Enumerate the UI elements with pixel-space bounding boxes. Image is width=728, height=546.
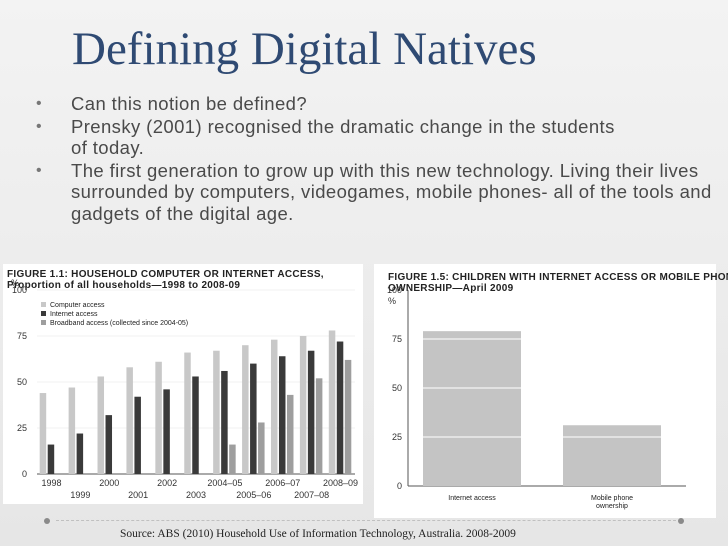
legend-label: Computer access (50, 302, 105, 309)
bar-internet (336, 341, 344, 474)
bar-internet (47, 444, 55, 474)
bar-computer (39, 393, 47, 474)
y-tick-label: 25 (17, 423, 27, 433)
y-unit-label: % (11, 278, 19, 288)
y-tick-label: 50 (392, 383, 402, 393)
bar-internet (221, 370, 228, 474)
bar-computer (68, 387, 76, 474)
bar-internet (76, 433, 84, 474)
figure-1-5-title: FIGURE 1.5: CHILDREN WITH INTERNET ACCES… (388, 272, 728, 294)
corner-dot-left (44, 518, 50, 524)
x-tick-label: ownership (596, 503, 628, 510)
bar-computer (126, 367, 133, 474)
bar-computer (97, 376, 105, 474)
x-tick-label: Internet access (448, 495, 496, 502)
y-tick-label: 0 (22, 469, 27, 479)
y-tick-label: 25 (392, 432, 402, 442)
bullet-item: Prensky (2001) recognised the dramatic c… (36, 116, 631, 159)
bar-broadband (286, 394, 294, 474)
bar-internet (192, 376, 199, 474)
bar-computer (213, 350, 220, 474)
bar-broadband (344, 359, 352, 474)
figure-1-1-title: FIGURE 1.1: HOUSEHOLD COMPUTER OR INTERN… (7, 269, 324, 291)
x-tick-label: 2006–07 (265, 478, 300, 488)
x-tick-label: 2004–05 (207, 478, 242, 488)
figure-1-5-title-line2: OWNERSHIP—April 2009 (388, 283, 514, 294)
figure-1-5: FIGURE 1.5: CHILDREN WITH INTERNET ACCES… (374, 264, 728, 518)
bar-internet (278, 356, 286, 474)
corner-dot-right (678, 518, 684, 524)
figure-1-1-title-line1: FIGURE 1.1: HOUSEHOLD COMPUTER OR INTERN… (7, 269, 324, 280)
x-tick-label: 2001 (128, 490, 148, 500)
bar-broadband (229, 444, 236, 474)
x-tick-label: 2003 (186, 490, 206, 500)
y-tick-label: 100 (12, 285, 27, 295)
legend-label: Broadband access (collected since 2004-0… (50, 320, 188, 327)
bar-computer (242, 345, 249, 474)
x-tick-label: 2007–08 (294, 490, 329, 500)
legend-label: Internet access (50, 311, 98, 318)
legend-swatch (41, 311, 46, 316)
x-tick-label: 2005–06 (236, 490, 271, 500)
x-tick-label: 1998 (41, 478, 61, 488)
y-tick-label: 75 (17, 331, 27, 341)
x-tick-label: 2008–09 (323, 478, 358, 488)
x-tick-label: 2000 (99, 478, 119, 488)
y-tick-label: 0 (397, 481, 402, 491)
y-tick-label: 50 (17, 377, 27, 387)
legend-swatch (41, 320, 46, 325)
source-citation: Source: ABS (2010) Household Use of Info… (120, 528, 516, 540)
bullet-item: Can this notion be defined? (36, 93, 716, 115)
bar-value (423, 331, 521, 486)
bar-computer (299, 336, 307, 474)
figure-1-1-title-line2: Proportion of all households—1998 to 200… (7, 280, 241, 291)
y-tick-label: 100 (387, 285, 402, 295)
bar-computer (155, 361, 162, 474)
bullet-list: Can this notion be defined? Prensky (200… (36, 93, 716, 225)
figure-1-1: FIGURE 1.1: HOUSEHOLD COMPUTER OR INTERN… (3, 264, 363, 504)
bar-broadband (258, 422, 265, 474)
bar-value (563, 425, 661, 486)
bar-internet (105, 415, 113, 474)
bar-broadband (315, 378, 323, 474)
bar-internet (250, 363, 257, 474)
chart-household-access: % 0 25 50 75 100 1998 1999 2000 2001 2002 20032004–… (11, 278, 358, 500)
bar-internet (163, 389, 170, 474)
legend-swatch (41, 302, 46, 307)
slide-title: Defining Digital Natives (72, 23, 537, 75)
bar-computer (184, 352, 191, 474)
bullet-item: The first generation to grow up with thi… (36, 160, 728, 225)
figure-1-5-title-line1: FIGURE 1.5: CHILDREN WITH INTERNET ACCES… (388, 272, 728, 283)
y-unit-label: % (388, 296, 396, 306)
bar-internet (134, 396, 141, 474)
x-tick-label: 1999 (70, 490, 90, 500)
bar-computer (328, 330, 336, 474)
footer-divider (56, 520, 676, 521)
bar-internet (307, 350, 315, 474)
x-tick-label: 2002 (157, 478, 177, 488)
x-tick-label: Mobile phone (591, 495, 633, 502)
chart-children-access: % 0 25 50 75 100 Internet access Mobile phoneow… (387, 285, 686, 510)
y-tick-label: 75 (392, 334, 402, 344)
bar-computer (270, 339, 278, 474)
